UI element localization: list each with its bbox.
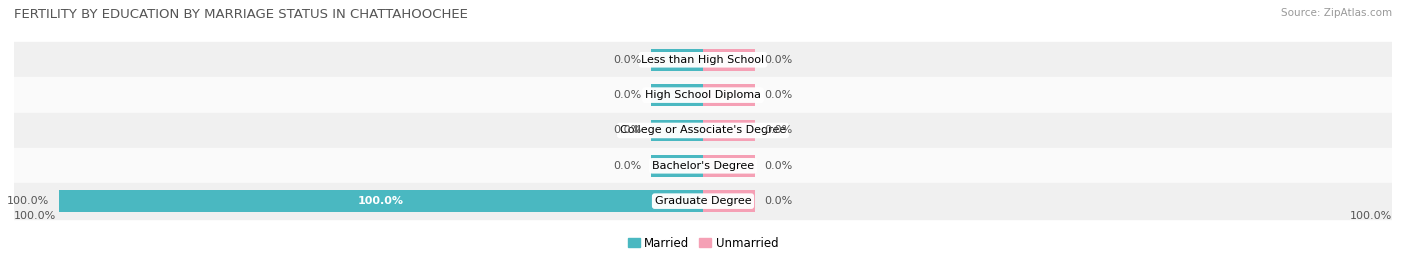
Bar <box>59 190 703 212</box>
Bar <box>0 113 1406 148</box>
Text: 100.0%: 100.0% <box>14 211 56 221</box>
Text: Less than High School: Less than High School <box>641 55 765 65</box>
Bar <box>0 77 1406 113</box>
Text: 0.0%: 0.0% <box>613 90 641 100</box>
Bar <box>0 42 1406 77</box>
Text: 100.0%: 100.0% <box>7 196 49 206</box>
Text: 0.0%: 0.0% <box>613 125 641 136</box>
Bar <box>703 84 755 106</box>
Bar <box>0 148 1406 183</box>
Text: 0.0%: 0.0% <box>765 161 793 171</box>
Text: 0.0%: 0.0% <box>765 90 793 100</box>
Text: Bachelor's Degree: Bachelor's Degree <box>652 161 754 171</box>
Text: College or Associate's Degree: College or Associate's Degree <box>620 125 786 136</box>
Text: High School Diploma: High School Diploma <box>645 90 761 100</box>
Text: 0.0%: 0.0% <box>765 55 793 65</box>
Bar <box>651 119 703 141</box>
Bar <box>703 155 755 177</box>
Text: 0.0%: 0.0% <box>613 161 641 171</box>
Bar <box>651 49 703 71</box>
Text: 0.0%: 0.0% <box>613 55 641 65</box>
Text: 100.0%: 100.0% <box>359 196 404 206</box>
Bar <box>651 84 703 106</box>
Bar <box>651 155 703 177</box>
Text: 100.0%: 100.0% <box>1350 211 1392 221</box>
Text: 0.0%: 0.0% <box>765 196 793 206</box>
Text: 0.0%: 0.0% <box>765 125 793 136</box>
Bar <box>703 119 755 141</box>
Text: Source: ZipAtlas.com: Source: ZipAtlas.com <box>1281 8 1392 18</box>
Legend: Married, Unmarried: Married, Unmarried <box>623 232 783 254</box>
Bar <box>703 190 755 212</box>
Text: FERTILITY BY EDUCATION BY MARRIAGE STATUS IN CHATTAHOOCHEE: FERTILITY BY EDUCATION BY MARRIAGE STATU… <box>14 8 468 21</box>
Bar <box>0 183 1406 219</box>
Bar <box>703 49 755 71</box>
Text: Graduate Degree: Graduate Degree <box>655 196 751 206</box>
